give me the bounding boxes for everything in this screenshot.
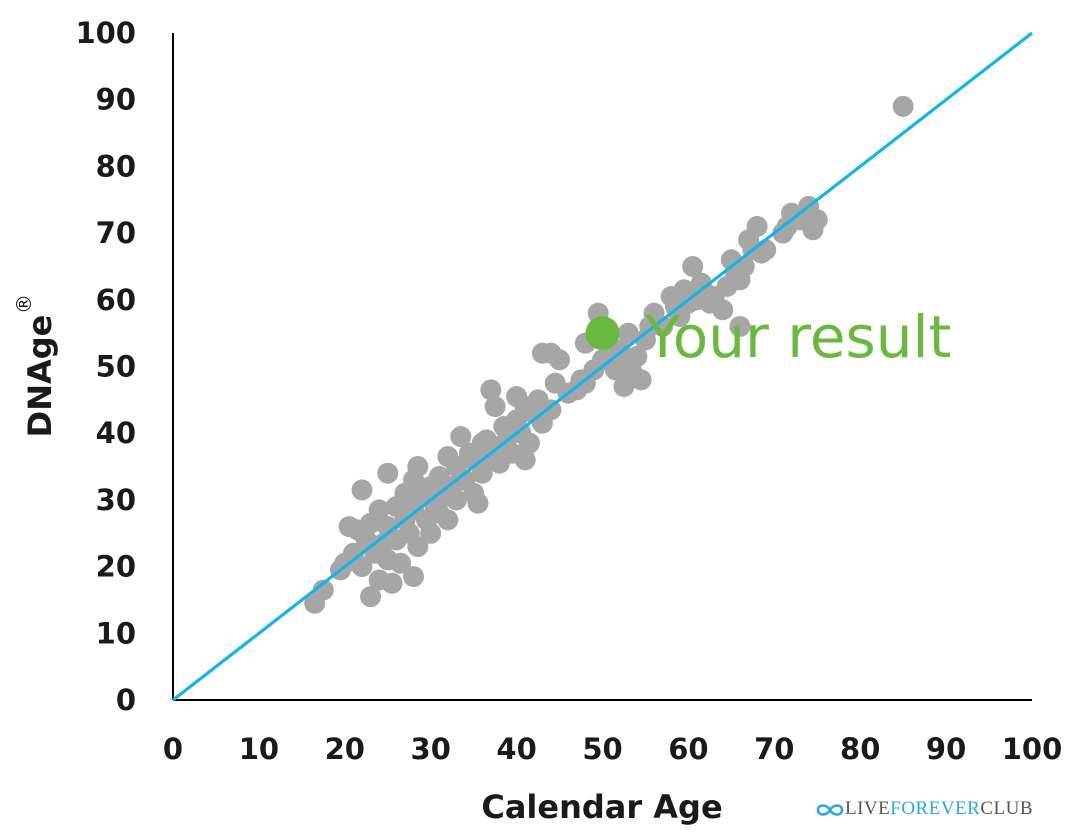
data-point [746, 215, 768, 237]
your-result-point [585, 316, 620, 351]
y-tick-label: 0 [116, 683, 136, 717]
x-tick-label: 80 [840, 732, 880, 766]
data-point [407, 456, 429, 478]
data-point [471, 462, 493, 484]
data-point [514, 449, 536, 471]
data-point [729, 315, 751, 337]
data-point [540, 399, 562, 421]
data-point [351, 479, 373, 501]
data-point [484, 396, 506, 418]
data-point [381, 572, 403, 594]
x-tick-label: 30 [411, 732, 451, 766]
x-tick-label: 100 [1002, 732, 1063, 766]
x-tick-label: 70 [754, 732, 794, 766]
data-point [450, 426, 472, 448]
x-tick-label: 60 [668, 732, 708, 766]
brand-text-club: CLUB [980, 798, 1034, 819]
y-tick-label: 90 [96, 83, 136, 117]
data-point [652, 315, 674, 337]
brand-logo: LIVEFOREVERCLUB [815, 798, 1033, 820]
data-point [377, 462, 399, 484]
data-point [549, 349, 571, 371]
data-point [617, 322, 639, 344]
data-point [626, 345, 648, 367]
y-tick-label: 60 [96, 283, 136, 317]
brand-text-forever: FOREVER [890, 798, 981, 819]
data-point [360, 586, 382, 608]
data-point [368, 499, 390, 521]
data-point [518, 432, 540, 454]
y-tick-label: 50 [96, 350, 136, 384]
y-tick-label: 20 [96, 550, 136, 584]
x-tick-label: 10 [239, 732, 279, 766]
data-point [806, 209, 828, 231]
x-tick-label: 90 [926, 732, 966, 766]
reference-line [172, 31, 1033, 702]
y-axis-title-mark: ® [12, 294, 36, 314]
y-axis-title: DNAge [21, 315, 59, 438]
data-point [420, 522, 442, 544]
brand-text-live: LIVE [845, 798, 891, 819]
data-point [403, 566, 425, 588]
data-point [390, 552, 412, 574]
data-point [351, 556, 373, 578]
x-tick-label: 20 [325, 732, 365, 766]
your-result-label: Your result [644, 303, 951, 371]
x-tick-label: 0 [163, 732, 183, 766]
data-point [892, 95, 914, 117]
y-tick-label: 30 [96, 483, 136, 517]
data-point [682, 255, 704, 277]
x-tick-label: 50 [582, 732, 622, 766]
y-tick-label: 10 [96, 616, 136, 650]
data-point [437, 509, 459, 531]
infinity-logo-icon [816, 803, 844, 816]
data-point [755, 239, 777, 261]
data-point [712, 299, 734, 321]
y-tick-label: 40 [96, 416, 136, 450]
data-point [630, 369, 652, 391]
y-tick-label: 100 [75, 16, 136, 50]
x-axis-title: Calendar Age [481, 788, 722, 826]
data-point [312, 579, 334, 601]
data-point [407, 536, 429, 558]
y-tick-label: 80 [96, 149, 136, 183]
y-tick-label: 70 [96, 216, 136, 250]
x-tick-label: 40 [496, 732, 536, 766]
data-point [480, 379, 502, 401]
data-point [445, 489, 467, 511]
data-point [467, 492, 489, 514]
